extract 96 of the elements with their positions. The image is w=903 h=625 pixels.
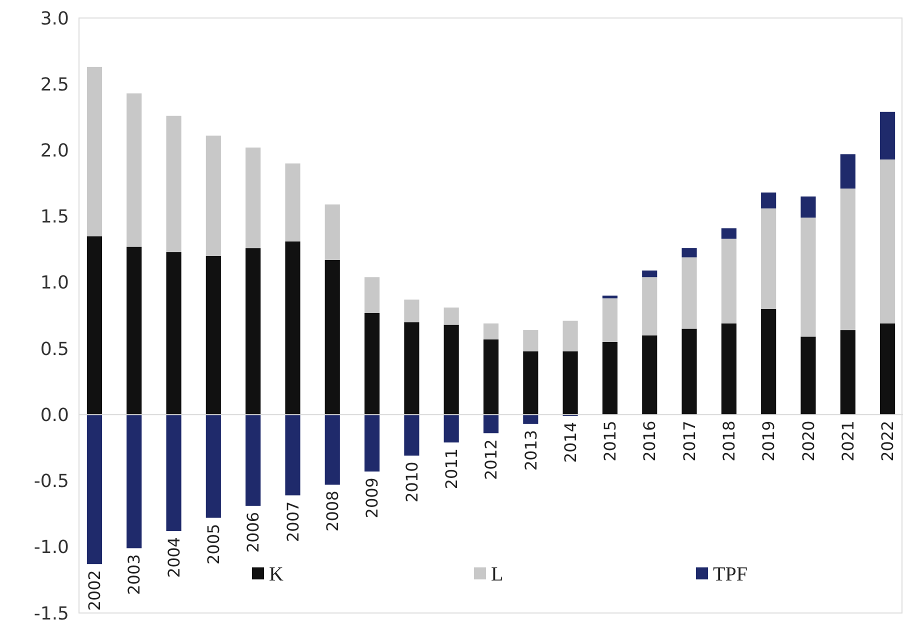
legend-label: K [269, 563, 284, 586]
bar [324, 414, 340, 485]
y-tick-label: 0.5 [40, 338, 69, 360]
bar [444, 324, 459, 415]
y-tick-label: 2.5 [40, 74, 69, 96]
bar [523, 330, 538, 352]
x-tick-label: 2015 [600, 420, 620, 462]
x-tick-label: 2010 [402, 462, 422, 502]
bar [880, 159, 896, 324]
bar [721, 323, 736, 415]
bar [800, 196, 816, 218]
bar [86, 236, 102, 415]
bar [880, 323, 896, 415]
bar [166, 116, 182, 252]
x-tick-label: 2021 [838, 420, 858, 462]
y-tick-label: 1.0 [40, 272, 69, 294]
bar [324, 204, 340, 260]
x-tick-label: 2013 [521, 430, 540, 471]
bar [206, 136, 221, 256]
bar [246, 248, 261, 415]
bar [840, 154, 856, 189]
bar [880, 112, 896, 160]
x-tick-label: 2007 [283, 501, 302, 542]
bar [364, 312, 380, 415]
bar [761, 308, 776, 415]
bar [126, 414, 142, 548]
bar [206, 256, 221, 415]
bar [800, 336, 816, 415]
x-tick-label: 2008 [322, 490, 342, 532]
bar [562, 320, 578, 352]
x-tick-label: 2016 [640, 420, 660, 462]
bar [285, 163, 300, 242]
bar [602, 296, 618, 298]
x-tick-label: 2003 [124, 554, 144, 595]
bar [642, 270, 658, 278]
bar [840, 330, 856, 415]
x-tick-label: 2012 [482, 439, 501, 480]
bar [642, 277, 658, 336]
bar [404, 300, 420, 322]
bar [246, 148, 261, 248]
bar [642, 335, 658, 415]
bar [444, 414, 459, 442]
x-tick-label: 2017 [680, 420, 699, 462]
bar [602, 342, 618, 415]
bar [682, 248, 697, 258]
bar [523, 414, 538, 424]
bar [404, 322, 420, 415]
bar [562, 351, 578, 415]
bar [523, 351, 538, 415]
bar [721, 228, 736, 239]
bar [483, 414, 499, 434]
bar [166, 414, 182, 532]
bar [166, 252, 182, 415]
x-tick-label: 2014 [560, 422, 580, 463]
bar [86, 66, 102, 236]
bar [404, 414, 420, 456]
legend-label: TPF [713, 563, 748, 586]
y-tick-label: -1.5 [34, 603, 69, 624]
bar [682, 257, 697, 329]
x-tick-label: 2020 [798, 420, 818, 462]
bar [800, 218, 816, 337]
x-tick-label: 2011 [442, 448, 461, 490]
x-tick-label: 2009 [362, 478, 382, 518]
x-tick-label: 2005 [204, 524, 224, 565]
y-tick-label: -1.0 [34, 537, 69, 558]
bar [761, 208, 776, 309]
x-tick-label: 2002 [85, 570, 104, 611]
bar [483, 323, 499, 340]
bar [602, 298, 618, 342]
bar [483, 339, 499, 415]
legend-label: L [491, 563, 504, 586]
bar [86, 414, 102, 564]
bar [444, 308, 459, 325]
bar [285, 241, 300, 415]
bar [206, 414, 221, 518]
y-tick-label: 3.0 [40, 8, 69, 30]
bar [126, 246, 142, 415]
y-tick-label: 1.5 [40, 206, 69, 228]
x-tick-label: 2004 [164, 537, 184, 578]
y-tick-label: 0.0 [40, 404, 69, 426]
bar [126, 93, 142, 247]
bar [364, 277, 380, 313]
bar [682, 328, 697, 415]
bar [721, 238, 736, 324]
x-tick-label: 2019 [759, 420, 778, 462]
bar [761, 192, 776, 208]
x-tick-label: 2018 [720, 420, 739, 462]
y-tick-label: 2.0 [40, 140, 69, 162]
bar [285, 414, 300, 496]
bar [324, 260, 340, 415]
x-tick-label: 2006 [244, 512, 263, 553]
bar [840, 188, 856, 330]
y-tick-label: -0.5 [34, 471, 69, 492]
x-tick-label: 2022 [878, 420, 898, 462]
bar [246, 414, 261, 506]
bar [364, 414, 380, 472]
